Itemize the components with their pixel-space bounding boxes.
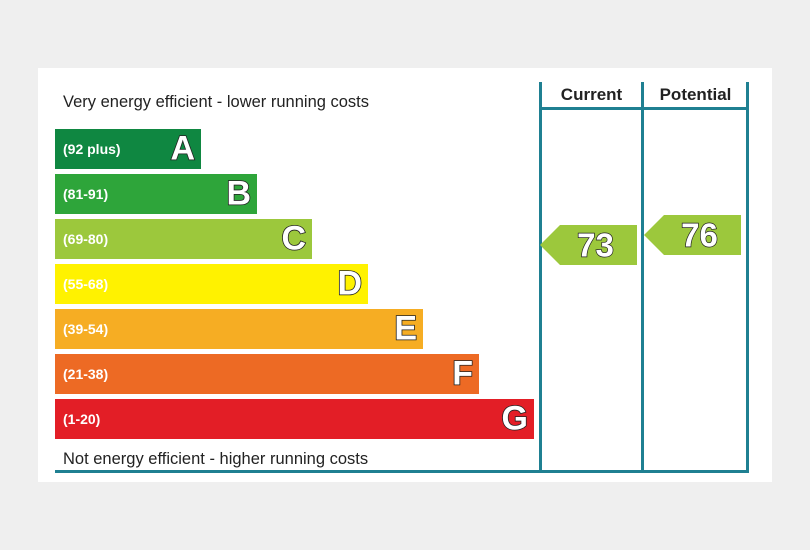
band-f: (21-38) F [55,354,479,394]
column-header-potential: Potential [659,85,732,104]
column-header-current: Current [560,85,623,104]
band-range-label: (39-54) [63,321,109,337]
band-a: (92 plus) A [55,129,201,169]
band-letter: E [394,309,418,348]
column-divider-right [746,82,749,473]
potential-rating-value: 76 [680,216,718,254]
band-c: (69-80) C [55,219,312,259]
current-arrow-polygon [540,225,637,265]
band-d: (55-68) D [55,264,368,304]
current-rating-arrow: 73 [540,225,637,265]
band-g: (1-20) G [55,399,534,439]
band-range-label: (21-38) [63,366,109,382]
band-letter: B [226,174,252,213]
header-divider [539,107,749,110]
current-rating-value: 73 [576,226,614,264]
band-b: (81-91) B [55,174,257,214]
epc-chart: Very energy efficient - lower running co… [38,68,772,482]
band-letter: C [281,219,307,258]
band-range-label: (92 plus) [63,141,121,157]
band-letter: D [337,264,363,303]
band-e: (39-54) E [55,309,423,349]
baseline-divider [55,470,749,473]
potential-arrow-shape [644,215,741,255]
potential-arrow-polygon [644,215,741,255]
band-letter: A [170,129,196,168]
band-range-label: (81-91) [63,186,109,202]
band-range-label: (55-68) [63,276,109,292]
potential-rating-arrow: 76 [644,215,741,255]
column-divider-left [539,82,542,473]
band-range-label: (69-80) [63,231,109,247]
column-divider-middle [641,82,644,473]
current-arrow-shape [540,225,637,265]
caption-efficient: Very energy efficient - lower running co… [63,93,370,111]
band-range-label: (1-20) [63,411,101,427]
band-letter: G [501,399,529,438]
band-letter: F [451,354,473,393]
caption-inefficient: Not energy efficient - higher running co… [63,450,369,468]
